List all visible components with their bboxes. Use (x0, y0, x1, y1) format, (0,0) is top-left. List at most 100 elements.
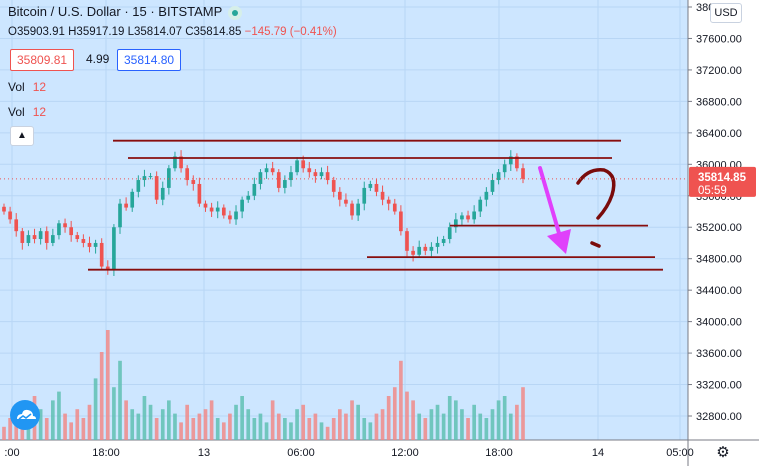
volume-value-2: 12 (32, 105, 47, 119)
gear-icon[interactable]: ⚙ (716, 444, 730, 461)
volume-bar (270, 400, 275, 440)
candle (283, 180, 287, 188)
candle (185, 168, 190, 181)
volume-bar (215, 418, 220, 440)
price-tick-label: 32800.00 (696, 411, 742, 423)
volume-bar (142, 396, 147, 440)
volume-bar (331, 418, 336, 440)
volume-bar (252, 418, 257, 440)
candle (484, 191, 489, 200)
candle (356, 203, 360, 216)
volume-bar (8, 418, 12, 440)
candle (75, 235, 80, 240)
time-tick-label: 05:00 (666, 447, 694, 459)
candle (386, 199, 391, 204)
candle (496, 172, 501, 181)
volume-bar (234, 404, 238, 440)
candle (20, 231, 25, 243)
candle (44, 231, 49, 243)
drawing-arrow-line[interactable] (538, 166, 563, 242)
time-tick-label: 18:00 (92, 447, 120, 459)
candle (246, 195, 251, 200)
candle (380, 191, 385, 200)
symbol-legend[interactable]: Bitcoin / U.S. Dollar · 15 · BITSTAMP (8, 4, 243, 20)
candle (26, 235, 31, 243)
volume-bar (368, 422, 373, 440)
candle (392, 203, 397, 212)
volume-bar (69, 422, 73, 440)
candle (221, 207, 226, 216)
price-tick-label: 36800.00 (696, 96, 742, 108)
volume-bar (417, 413, 422, 440)
volume-bar (209, 400, 214, 440)
candle (313, 172, 318, 177)
volume-bar (441, 413, 446, 440)
candle (32, 235, 37, 240)
candle (234, 211, 238, 220)
candle (160, 187, 165, 200)
tradingview-cloud-icon[interactable] (10, 400, 40, 430)
plot-area[interactable] (0, 0, 688, 440)
high-value: H35917.19 (68, 26, 125, 38)
volume-bar (344, 413, 348, 440)
price-tick-label: 34800.00 (696, 254, 742, 266)
volume-bar (26, 422, 31, 440)
volume-bar (228, 413, 232, 440)
volume-value: 12 (32, 80, 47, 94)
candle (57, 223, 61, 236)
candle (508, 156, 513, 165)
close-value: C35814.85 (185, 26, 242, 38)
collapse-legend-button[interactable]: ▲ (10, 126, 34, 146)
current-price-label[interactable] (689, 166, 756, 197)
currency-button[interactable]: USD (710, 3, 742, 23)
volume-bar (264, 422, 269, 440)
volume-bar (130, 409, 135, 440)
candle (337, 191, 342, 200)
volume-bar (380, 409, 385, 440)
candle (276, 172, 281, 188)
volume-bar (374, 413, 379, 440)
volume-bar (203, 409, 208, 440)
current-price-text: 35814.85 (698, 172, 747, 184)
time-tick-label: 13 (198, 447, 210, 459)
volume-bar (154, 418, 159, 440)
candle (362, 187, 367, 204)
volume-bar (44, 418, 49, 440)
sell-button[interactable]: 35809.81 (10, 49, 75, 71)
volume-bar (508, 413, 513, 440)
volume-bar (490, 409, 495, 440)
time-tick-label: 18:00 (485, 447, 513, 459)
buy-button[interactable]: 35814.80 (117, 49, 182, 71)
candle (99, 242, 104, 267)
price-tick-label: 37200.00 (696, 65, 742, 77)
volume-legend-2[interactable]: Vol 12 (8, 105, 46, 119)
time-tick-label: 06:00 (287, 447, 315, 459)
price-scale-area[interactable] (688, 0, 759, 466)
volume-bar (411, 400, 415, 440)
chevron-up-icon: ▲ (17, 130, 27, 141)
volume-bar (429, 409, 434, 440)
volume-legend[interactable]: Vol 12 (8, 80, 46, 94)
time-tick-label: 12:00 (391, 447, 419, 459)
volume-bar (472, 404, 476, 440)
candle (454, 219, 458, 228)
volume-bar (57, 391, 61, 440)
time-scale-area[interactable] (0, 440, 688, 466)
open-value: O35903.91 (8, 26, 65, 38)
volume-bar (63, 413, 67, 440)
volume-bar (484, 418, 489, 440)
candle (502, 164, 507, 173)
candle (344, 199, 348, 204)
drawing-arrow-head (547, 229, 571, 254)
volume-bar (496, 400, 501, 440)
candle (521, 168, 525, 179)
candle (215, 207, 220, 212)
volume-bar (38, 409, 43, 440)
volume-bar (356, 404, 360, 440)
volume-bar (258, 413, 263, 440)
volume-bar (75, 409, 80, 440)
volume-bar (185, 404, 190, 440)
candle (441, 239, 446, 243)
